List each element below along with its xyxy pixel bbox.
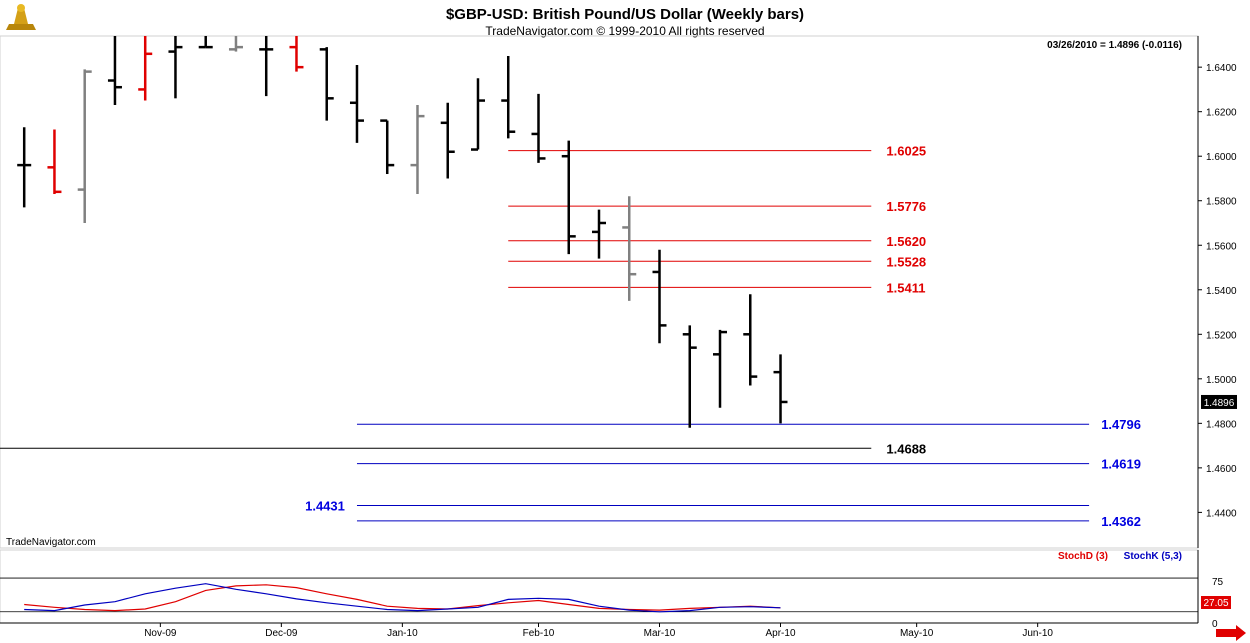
ohlc-bar-9 [289, 36, 304, 72]
watermark: TradeNavigator.com [6, 537, 96, 548]
stoch-value-tag [1201, 596, 1231, 609]
ohlc-bar-21 [652, 249, 667, 344]
price-readout: 03/26/2010 = 1.4896 (-0.0116) [1047, 40, 1182, 51]
ohlc-bar-25 [773, 354, 788, 424]
ohlc-bar-13 [410, 105, 425, 195]
legend-stochd: StochD (3) [1058, 551, 1108, 562]
x-tick-label-7: Jun-10 [1022, 628, 1053, 639]
trade-navigator-logo-icon [6, 4, 36, 30]
ohlc-bar-20 [622, 196, 637, 301]
y-tick-label-0: 1.6400 [1206, 63, 1237, 74]
ohlc-bar-5 [168, 36, 183, 99]
level-label-2: 1.5620 [886, 234, 926, 249]
level-label-7: 1.4619 [1101, 457, 1141, 472]
x-tick-label-4: Mar-10 [644, 628, 676, 639]
stoch-series-0 [24, 584, 781, 612]
y-tick-label-10: 1.4400 [1206, 508, 1237, 519]
ohlc-bar-14 [440, 102, 455, 179]
level-label-8: 1.4431 [305, 498, 345, 513]
y-tick-label-7: 1.5000 [1206, 375, 1237, 386]
x-tick-label-6: May-10 [900, 628, 934, 639]
ohlc-bar-3 [107, 36, 122, 106]
y-tick-label-1: 1.6200 [1206, 108, 1237, 119]
ohlc-bar-10 [319, 47, 334, 121]
stochastic-panel: 75 0 [0, 577, 1224, 630]
x-tick-label-5: Apr-10 [766, 628, 796, 639]
y-tick-label-9: 1.4600 [1206, 464, 1237, 475]
stoch-tick-label-1: 0 [1212, 619, 1218, 630]
stoch-value-label: 27.05 [1203, 598, 1228, 609]
ohlc-bar-6 [198, 36, 213, 49]
y-tick-label-3: 1.5800 [1206, 197, 1237, 208]
level-label-6: 1.4688 [886, 441, 926, 456]
y-tick-label-5: 1.5400 [1206, 286, 1237, 297]
fibonacci-levels: 1.6025 1.5776 1.5620 1.5528 1.5411 1.4796 1.46… [0, 144, 1141, 529]
level-label-4: 1.5411 [886, 280, 925, 295]
level-label-5: 1.4796 [1101, 417, 1141, 432]
y-tick-label-2: 1.6000 [1206, 152, 1237, 163]
chart-title: $GBP-USD: British Pound/US Dollar (Weekl… [446, 6, 804, 23]
x-tick-label-0: Nov-09 [144, 628, 177, 639]
y-tick-label-6: 1.5200 [1206, 330, 1237, 341]
y-tick-label-8: 1.4800 [1206, 419, 1237, 430]
ohlc-bar-1 [47, 129, 62, 195]
legend-stochk: StochK (5,3) [1124, 551, 1182, 562]
price-y-axis: 1.6400 1.6200 1.6000 1.5800 1.5600 1.5400 1.52… [1198, 63, 1237, 519]
ohlc-bar-11 [349, 64, 364, 143]
ohlc-bar-7 [228, 36, 243, 52]
level-label-1: 1.5776 [886, 199, 926, 214]
ohlc-bar-2 [77, 69, 92, 223]
ohlc-bar-18 [561, 140, 576, 255]
ohlc-bars [17, 36, 788, 428]
level-label-3: 1.5528 [886, 254, 926, 269]
ohlc-bar-24 [743, 294, 758, 386]
ohlc-bar-19 [592, 209, 606, 259]
last-price-tag [1201, 394, 1237, 409]
ohlc-bar-15 [470, 78, 485, 151]
ohlc-bar-12 [380, 119, 395, 175]
chart-subtitle: TradeNavigator.com © 1999-2010 All right… [485, 24, 764, 38]
scroll-right-icon[interactable] [1216, 625, 1246, 641]
x-tick-label-2: Jan-10 [387, 628, 418, 639]
level-label-0: 1.6025 [886, 144, 926, 159]
last-price-label: 1.4896 [1204, 398, 1235, 409]
ohlc-bar-0 [17, 127, 32, 208]
ohlc-bar-16 [501, 56, 516, 139]
ohlc-bar-17 [531, 93, 546, 163]
x-tick-label-1: Dec-09 [265, 628, 298, 639]
x-tick-label-3: Feb-10 [523, 628, 555, 639]
level-label-9: 1.4362 [1101, 514, 1141, 529]
ohlc-bar-23 [713, 329, 728, 408]
time-x-axis: Nov-09 Dec-09 Jan-10 Feb-10 Mar-10 Apr-10 May-… [144, 623, 1053, 639]
ohlc-bar-8 [259, 36, 274, 97]
ohlc-bar-22 [682, 325, 697, 428]
stoch-tick-label-0: 75 [1212, 577, 1224, 588]
ohlc-bar-4 [138, 36, 153, 101]
stoch-series-1 [24, 583, 781, 613]
y-tick-label-4: 1.5600 [1206, 241, 1237, 252]
